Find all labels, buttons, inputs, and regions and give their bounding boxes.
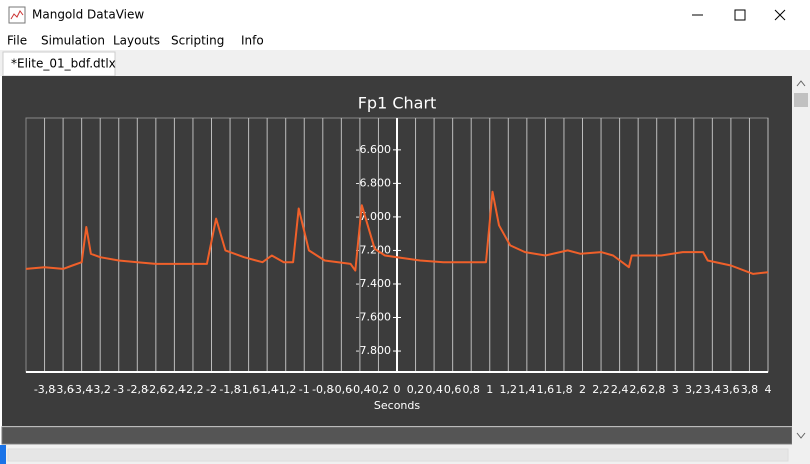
menu-item[interactable]: Layouts: [113, 34, 160, 48]
tab-strip: [0, 50, 810, 76]
x-tick-label: 0,2: [407, 383, 425, 396]
x-tick-label: -3: [113, 383, 124, 396]
x-tick-label: -1,6: [238, 383, 259, 396]
maximize-button[interactable]: [734, 9, 746, 21]
menu-item[interactable]: File: [7, 34, 27, 48]
x-tick-label: 3,8: [741, 383, 759, 396]
x-tick-label: -2,8: [127, 383, 148, 396]
scroll-track[interactable]: [7, 448, 789, 462]
scroll-thumb[interactable]: [794, 93, 808, 107]
y-tick-label: -6.800: [356, 176, 391, 189]
x-tick-label: -1,8: [219, 383, 240, 396]
data-line: [25, 190, 769, 275]
menu-bar: [0, 30, 810, 50]
x-tick-label: 2,4: [611, 383, 629, 396]
x-tick-label: -0,4: [349, 383, 370, 396]
x-tick-label: 2: [579, 383, 586, 396]
x-tick-label: 1,2: [500, 383, 518, 396]
x-tick-label: -1,2: [275, 383, 296, 396]
x-tick-label: 3: [672, 383, 679, 396]
x-tick-label: -2,4: [164, 383, 185, 396]
x-tick-label: -0,8: [312, 383, 333, 396]
x-tick-label: -3,6: [52, 383, 73, 396]
y-tick-label: -7.400: [356, 277, 391, 290]
x-tick-label: -1,4: [256, 383, 277, 396]
status-strip: [1, 426, 793, 445]
x-tick-label: -1: [299, 383, 310, 396]
menu-item[interactable]: Info: [241, 34, 264, 48]
app-icon-graph: [10, 10, 24, 20]
scroll-down[interactable]: [796, 432, 806, 439]
app-icon: [8, 6, 26, 24]
title-bar: [0, 0, 810, 30]
x-tick-label: 2,8: [648, 383, 666, 396]
y-tick-label: -6.600: [356, 143, 391, 156]
chart-title: Fp1 Chart: [358, 94, 437, 113]
x-tick-label: 3,4: [704, 383, 722, 396]
y-tick-label: -7.800: [356, 344, 391, 357]
vertical-scrollbar[interactable]: [792, 76, 810, 445]
x-tick-label: -3,8: [34, 383, 55, 396]
x-tick-label: -2,6: [145, 383, 166, 396]
x-tick-label: 0: [394, 383, 401, 396]
window-title: Mangold DataView: [32, 8, 144, 22]
scroll-up[interactable]: [796, 80, 806, 87]
menu-item[interactable]: Simulation: [41, 34, 105, 48]
close-button[interactable]: [774, 9, 786, 21]
x-tick-label: 3,2: [685, 383, 703, 396]
x-axis-label: Seconds: [374, 399, 420, 412]
x-tick-label: 2,6: [629, 383, 647, 396]
x-tick-label: 4: [765, 383, 772, 396]
x-tick-label: -3,2: [89, 383, 110, 396]
menu-item[interactable]: Scripting: [171, 34, 224, 48]
tab[interactable]: [2, 51, 116, 77]
x-tick-label: -3,4: [71, 383, 92, 396]
x-tick-label: 3,6: [722, 383, 740, 396]
x-tick-label: 0,6: [444, 383, 462, 396]
x-tick-label: 1,8: [555, 383, 573, 396]
x-tick-label: 0,8: [462, 383, 480, 396]
tab-label[interactable]: *Elite_01_bdf.dtlx: [11, 57, 116, 71]
x-tick-label: 0,4: [425, 383, 443, 396]
x-tick-label: -0,6: [331, 383, 352, 396]
x-tick-label: 1: [486, 383, 493, 396]
y-tick-label: -7.600: [356, 311, 391, 324]
x-tick-label: 1,4: [518, 383, 536, 396]
x-tick-label: 1,6: [537, 383, 555, 396]
x-tick-label: -2: [206, 383, 217, 396]
x-tick-label: -2,2: [182, 383, 203, 396]
x-tick-label: 2,2: [592, 383, 610, 396]
progress-indicator: [0, 445, 6, 464]
x-tick-label: -0,2: [368, 383, 389, 396]
